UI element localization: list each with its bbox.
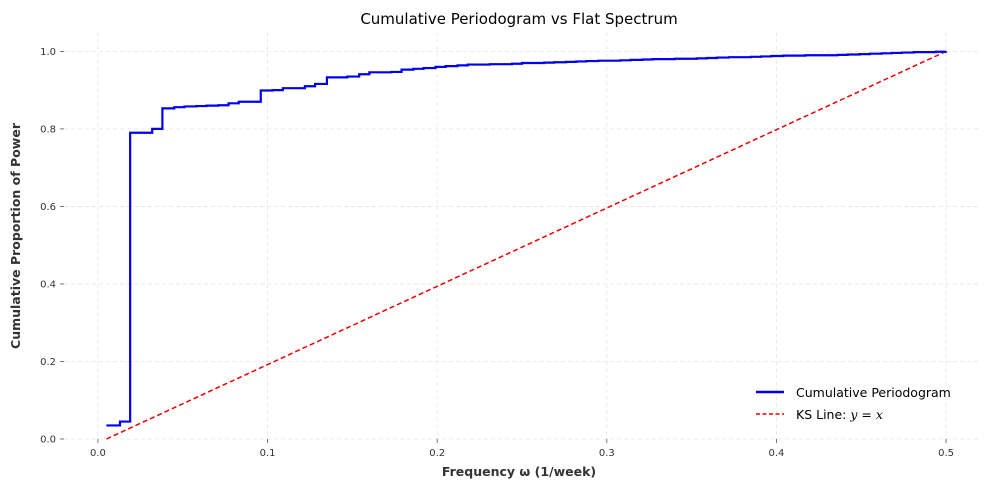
x-tick-label: 0.1 [260,448,276,459]
series-ks-line [106,50,947,440]
axis-ticks: 0.0 0.1 0.2 0.3 0.4 0.5 0.0 0.2 0.4 0.6 0.8 1.0 [40,47,954,459]
legend-label-cumulative-periodogram: Cumulative Periodogram [796,385,951,400]
chart-title: Cumulative Periodogram vs Flat Spectrum [360,10,677,28]
y-axis-label: Cumulative Proportion of Power [8,122,23,349]
grid [64,32,980,440]
x-tick-label: 0.0 [90,448,106,459]
x-tick-label: 0.4 [768,448,784,459]
x-axis-label: Frequency ω (1/week) [442,464,596,479]
y-tick-label: 0.4 [40,279,56,290]
legend: Cumulative Periodogram KS Line: y = x [756,385,951,422]
y-tick-label: 0.2 [40,357,56,368]
x-tick-label: 0.5 [938,448,954,459]
x-tick-label: 0.3 [599,448,615,459]
plot-series [106,50,948,440]
y-tick-label: 0.8 [40,124,56,135]
legend-label-ks-line: KS Line: y = x [796,407,883,422]
y-tick-label: 1.0 [40,47,56,58]
series-cumulative-periodogram [106,50,948,427]
y-tick-label: 0.6 [40,202,56,213]
x-tick-label: 0.2 [429,448,445,459]
y-tick-label: 0.0 [40,435,56,446]
